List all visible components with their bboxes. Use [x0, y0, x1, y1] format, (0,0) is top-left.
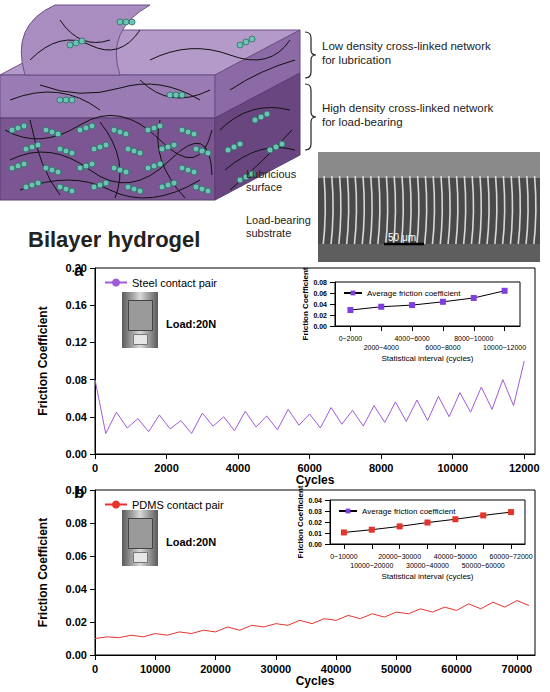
svg-text:Lubricious: Lubricious: [246, 168, 297, 180]
svg-text:0.04: 0.04: [66, 583, 88, 595]
svg-text:for load-bearing: for load-bearing: [322, 116, 403, 128]
svg-text:0.12: 0.12: [66, 336, 87, 348]
svg-text:0.16: 0.16: [66, 299, 87, 311]
svg-text:0.08: 0.08: [66, 517, 87, 529]
svg-text:0.02: 0.02: [308, 519, 322, 526]
svg-text:0.06: 0.06: [313, 290, 327, 297]
svg-text:10000~20000: 10000~20000: [350, 562, 393, 569]
svg-text:10000: 10000: [437, 462, 468, 474]
svg-text:Low density cross-linked netwo: Low density cross-linked network: [322, 40, 491, 52]
svg-text:Average friction coefficient: Average friction coefficient: [362, 507, 456, 516]
svg-text:Cycles: Cycles: [296, 473, 335, 487]
svg-text:30000: 30000: [261, 663, 292, 675]
svg-text:4000~6000: 4000~6000: [394, 335, 429, 342]
svg-text:0.04: 0.04: [308, 497, 322, 504]
svg-text:0.00: 0.00: [66, 649, 87, 661]
svg-text:0~2000: 0~2000: [339, 335, 363, 342]
svg-text:0.04: 0.04: [66, 411, 88, 423]
svg-text:Friction Coefficient: Friction Coefficient: [36, 518, 50, 627]
svg-text:Cycles: Cycles: [296, 674, 335, 688]
svg-text:0~10000: 0~10000: [330, 553, 358, 560]
svg-text:0.02: 0.02: [313, 312, 327, 319]
svg-text:12000: 12000: [509, 462, 540, 474]
svg-text:70000: 70000: [502, 663, 533, 675]
svg-text:8000: 8000: [369, 462, 393, 474]
svg-text:0.08: 0.08: [313, 279, 327, 286]
svg-text:surface: surface: [246, 181, 282, 193]
svg-text:Statistical interval (cycles): Statistical interval (cycles): [381, 572, 473, 581]
svg-text:60000~72000: 60000~72000: [490, 553, 533, 560]
svg-text:20000: 20000: [200, 663, 231, 675]
svg-text:0.08: 0.08: [66, 374, 87, 386]
svg-text:40000: 40000: [321, 663, 352, 675]
svg-text:50 μm: 50 μm: [388, 232, 416, 243]
svg-text:0.20: 0.20: [66, 262, 87, 274]
svg-text:Friction Coefficient: Friction Coefficient: [36, 306, 50, 415]
svg-text:Steel contact pair: Steel contact pair: [132, 277, 217, 289]
svg-text:0.02: 0.02: [66, 616, 87, 628]
svg-text:6000~8000: 6000~8000: [425, 344, 460, 351]
svg-text:8000~10000: 8000~10000: [454, 335, 493, 342]
svg-text:50000: 50000: [381, 663, 412, 675]
svg-text:High density cross-linked netw: High density cross-linked network: [322, 102, 494, 114]
svg-text:0.01: 0.01: [308, 530, 322, 537]
svg-text:10000~12000: 10000~12000: [483, 344, 526, 351]
svg-text:50000~60000: 50000~60000: [462, 562, 505, 569]
svg-text:0.03: 0.03: [308, 508, 322, 515]
svg-text:20000~30000: 20000~30000: [378, 553, 421, 560]
svg-text:Statistical interval (cycles): Statistical interval (cycles): [381, 354, 473, 363]
svg-text:Average friction coefficient: Average friction coefficient: [367, 289, 461, 298]
svg-text:Bilayer hydrogel: Bilayer hydrogel: [28, 227, 200, 252]
svg-text:0.00: 0.00: [66, 448, 87, 460]
svg-text:0.04: 0.04: [313, 301, 327, 308]
svg-text:60000: 60000: [441, 663, 472, 675]
svg-text:substrate: substrate: [246, 227, 291, 239]
svg-text:0: 0: [92, 462, 98, 474]
svg-text:0.10: 0.10: [66, 484, 87, 496]
svg-text:2000: 2000: [154, 462, 178, 474]
svg-text:0.00: 0.00: [308, 541, 322, 548]
svg-text:0.06: 0.06: [66, 550, 87, 562]
svg-text:Load-bearing: Load-bearing: [246, 214, 311, 226]
svg-text:Friction Coefficient: Friction Coefficient: [296, 485, 305, 558]
svg-text:0.00: 0.00: [313, 323, 327, 330]
svg-text:10000: 10000: [140, 663, 171, 675]
svg-text:30000~40000: 30000~40000: [406, 562, 449, 569]
svg-text:Load:20N: Load:20N: [166, 318, 216, 330]
svg-text:Friction Coefficient: Friction Coefficient: [301, 267, 310, 340]
svg-text:for lubrication: for lubrication: [322, 54, 391, 66]
svg-text:0: 0: [92, 663, 98, 675]
svg-text:6000: 6000: [297, 462, 321, 474]
svg-text:4000: 4000: [226, 462, 250, 474]
svg-text:2000~4000: 2000~4000: [364, 344, 399, 351]
svg-text:40000~50000: 40000~50000: [434, 553, 477, 560]
svg-text:Load:20N: Load:20N: [166, 536, 216, 548]
svg-text:PDMS contact pair: PDMS contact pair: [132, 499, 224, 511]
